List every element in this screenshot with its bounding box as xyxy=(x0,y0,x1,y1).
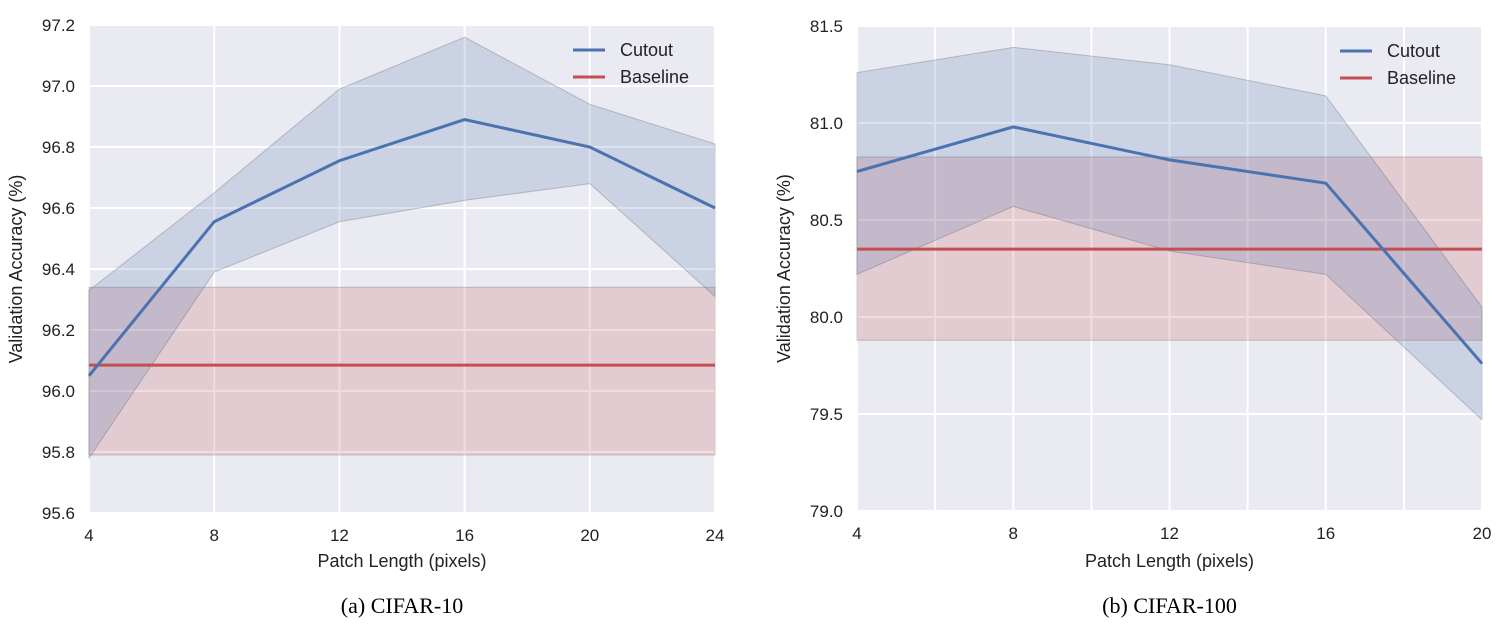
x-tick-label: 4 xyxy=(84,526,93,545)
y-tick-label: 81.0 xyxy=(810,114,843,133)
legend-label: Baseline xyxy=(1387,68,1456,88)
x-tick-label: 12 xyxy=(330,526,349,545)
y-axis-label: Validation Accuracy (%) xyxy=(6,175,26,364)
y-tick-label: 96.0 xyxy=(42,382,75,401)
y-tick-label: 96.2 xyxy=(42,321,75,340)
y-tick-label: 80.0 xyxy=(810,308,843,327)
x-tick-label: 16 xyxy=(1316,524,1335,543)
x-tick-label: 12 xyxy=(1160,524,1179,543)
y-tick-label: 81.5 xyxy=(810,17,843,36)
y-axis-label: Validation Accuracy (%) xyxy=(774,174,794,363)
x-axis-label: Patch Length (pixels) xyxy=(1085,551,1254,571)
cutout-confidence-band xyxy=(88,36,716,460)
y-tick-label: 97.2 xyxy=(42,16,75,35)
x-tick-label: 4 xyxy=(852,524,861,543)
y-tick-label: 95.6 xyxy=(42,504,75,523)
chart-1: 95.6 95.8 96.0 96.2 96.4 96.6 96.8 97.0 97.2 4 8 12… xyxy=(6,16,724,618)
y-tick-label: 96.8 xyxy=(42,138,75,157)
y-tick-label: 79.5 xyxy=(810,405,843,424)
y-tick-label: 96.6 xyxy=(42,199,75,218)
cutout-confidence-band xyxy=(856,46,1483,421)
caption: (a) CIFAR-10 xyxy=(341,593,463,618)
chart-2: 79.0 79.5 80.0 80.5 81.0 81.5 4 8 12 16 20 Cutout Ba… xyxy=(774,17,1491,618)
cutout-line xyxy=(87,117,716,377)
x-tick-label: 24 xyxy=(706,526,725,545)
x-axis-label: Patch Length (pixels) xyxy=(317,551,486,571)
y-tick-label: 96.4 xyxy=(42,260,75,279)
x-tick-label: 8 xyxy=(1009,524,1018,543)
baseline-confidence-band xyxy=(88,286,716,456)
caption: (b) CIFAR-100 xyxy=(1102,593,1237,618)
x-tick-label: 20 xyxy=(580,526,599,545)
y-tick-label: 79.0 xyxy=(810,502,843,521)
legend-label: Baseline xyxy=(620,67,689,87)
legend-label: Cutout xyxy=(1387,41,1440,61)
y-tick-label: 80.5 xyxy=(810,211,843,230)
x-tick-label: 8 xyxy=(209,526,218,545)
x-tick-label: 16 xyxy=(455,526,474,545)
y-tick-label: 95.8 xyxy=(42,443,75,462)
x-tick-label: 20 xyxy=(1473,524,1492,543)
y-tick-label: 97.0 xyxy=(42,77,75,96)
legend-label: Cutout xyxy=(620,40,673,60)
